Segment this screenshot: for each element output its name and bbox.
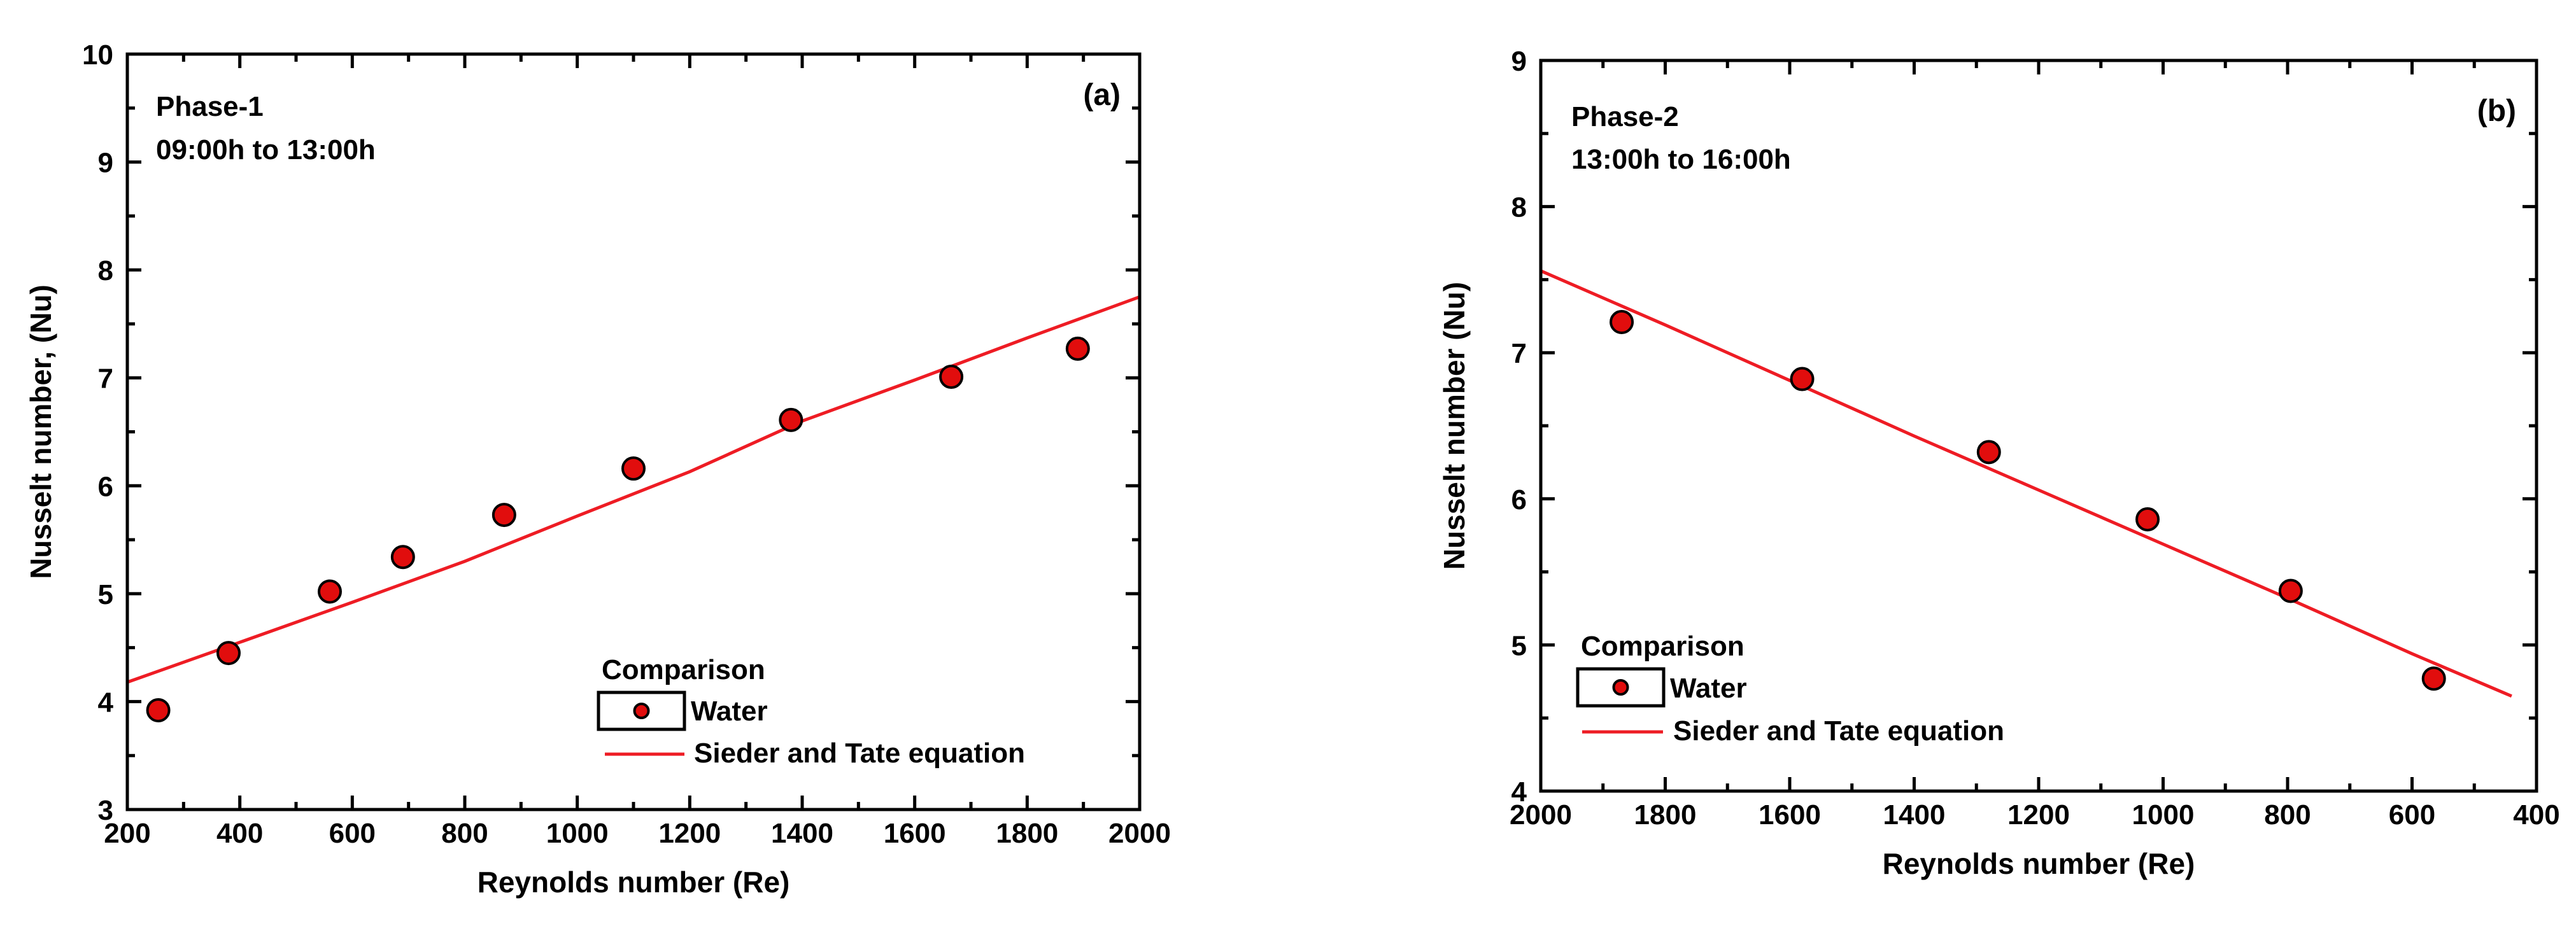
x-tick-label: 1800 bbox=[1634, 799, 1697, 831]
phase-label: Phase-2 bbox=[1571, 101, 1679, 132]
legend: Comparison Water Sieder and Tate equation bbox=[597, 654, 1025, 769]
legend-entry-sieder-tate: Sieder and Tate equation bbox=[694, 738, 1025, 769]
time-range-label: 13:00h to 16:00h bbox=[1571, 144, 1791, 175]
x-tick-label: 1400 bbox=[1883, 799, 1946, 831]
x-tick-label: 1600 bbox=[884, 818, 946, 849]
x-tick-label: 400 bbox=[2513, 799, 2559, 831]
data-point-water bbox=[1976, 440, 2001, 465]
x-tick-label: 1000 bbox=[546, 818, 609, 849]
legend-marker-water bbox=[633, 703, 650, 719]
data-point-water bbox=[2135, 507, 2160, 531]
y-axis-label: Nusselt number (Nu) bbox=[1438, 282, 1471, 570]
data-point-water bbox=[146, 698, 171, 722]
legend-entry-water: Water bbox=[691, 696, 768, 727]
y-tick-label: 5 bbox=[1511, 630, 1527, 661]
legend-title: Comparison bbox=[1581, 631, 1744, 662]
legend-entry-sieder-tate: Sieder and Tate equation bbox=[1673, 715, 2004, 747]
chart-panel-a: 200 400 600 800 1000 1200 1400 1600 1800 2000 3 4 5 6… bbox=[24, 39, 1171, 899]
data-point-water bbox=[1610, 309, 1634, 334]
y-tick-label: 3 bbox=[98, 795, 113, 826]
x-axis-label: Reynolds number (Re) bbox=[478, 866, 790, 899]
y-tick-label: 4 bbox=[1511, 776, 1527, 808]
y-axis-label: Nusselt number, (Nu) bbox=[24, 284, 57, 579]
data-point-water bbox=[318, 579, 342, 604]
phase-label: Phase-1 bbox=[156, 91, 264, 122]
legend-symbol-box bbox=[1576, 667, 1666, 708]
data-point-water bbox=[621, 456, 646, 481]
legend-symbol-box bbox=[597, 691, 686, 731]
x-tick-label: 400 bbox=[216, 818, 263, 849]
y-tick-label: 6 bbox=[98, 471, 113, 502]
fit-line-sieder-tate bbox=[127, 295, 1140, 684]
x-tick-label: 1600 bbox=[1759, 799, 1821, 831]
x-axis-label: Reynolds number (Re) bbox=[1883, 847, 2195, 880]
data-point-water bbox=[779, 407, 803, 432]
x-tick-label: 1800 bbox=[996, 818, 1058, 849]
data-point-water bbox=[2421, 666, 2446, 691]
data-point-water bbox=[939, 365, 964, 389]
x-tick-label: 1000 bbox=[2132, 799, 2195, 831]
legend-marker-water bbox=[1612, 679, 1629, 696]
y-tick-label: 8 bbox=[1511, 192, 1527, 223]
x-tick-label: 800 bbox=[2264, 799, 2311, 831]
y-tick-label: 10 bbox=[82, 39, 113, 71]
fit-line-sieder-tate bbox=[1540, 269, 2512, 698]
y-tick-label: 5 bbox=[98, 579, 113, 610]
x-tick-label: 2000 bbox=[1108, 818, 1171, 849]
data-point-water bbox=[492, 503, 516, 528]
plot-frame bbox=[1539, 59, 2538, 793]
y-tick-label: 6 bbox=[1511, 484, 1527, 516]
panel-tag: (a) bbox=[1083, 78, 1121, 112]
legend-entry-water: Water bbox=[1670, 673, 1747, 704]
plot-frame bbox=[125, 52, 1142, 811]
y-tick-label: 9 bbox=[98, 148, 113, 179]
time-range-label: 09:00h to 13:00h bbox=[156, 134, 376, 165]
data-point-water bbox=[2278, 579, 2303, 603]
x-tick-label: 1200 bbox=[658, 818, 721, 849]
data-point-water bbox=[216, 641, 241, 666]
data-point-water bbox=[390, 545, 415, 570]
y-tick-label: 7 bbox=[98, 363, 113, 395]
x-tick-label: 200 bbox=[104, 818, 150, 849]
y-tick-label: 4 bbox=[98, 687, 114, 718]
x-tick-label: 600 bbox=[2389, 799, 2435, 831]
x-tick-label: 800 bbox=[441, 818, 488, 849]
data-point-water bbox=[1790, 367, 1815, 391]
x-tick-label: 1400 bbox=[771, 818, 833, 849]
panel-tag: (b) bbox=[2477, 94, 2516, 128]
x-tick-label: 2000 bbox=[1510, 799, 1572, 831]
data-point-water bbox=[1065, 336, 1090, 361]
y-tick-label: 7 bbox=[1511, 338, 1527, 369]
legend: Comparison Water Sieder and Tate equation bbox=[1576, 631, 2004, 747]
legend-title: Comparison bbox=[602, 654, 765, 685]
x-tick-label: 1200 bbox=[2007, 799, 2070, 831]
y-tick-label: 9 bbox=[1511, 46, 1527, 77]
y-tick-label: 8 bbox=[98, 255, 113, 286]
chart-panel-b: 2000 1800 1600 1400 1200 1000 800 600 400 4 5 6 7 8 9 R… bbox=[1438, 46, 2560, 880]
x-tick-label: 600 bbox=[329, 818, 376, 849]
